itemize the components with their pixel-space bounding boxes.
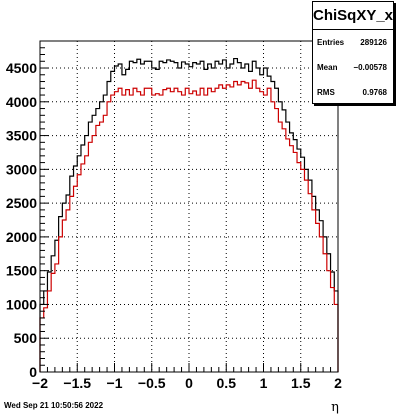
y-tick-label: 2500 <box>6 195 37 211</box>
y-tick-label: 3500 <box>6 128 37 144</box>
x-tick-label: 2 <box>334 375 342 391</box>
x-tick-label: −1.5 <box>63 375 91 391</box>
y-tick-labels: 0 500 1000 1500 2000 2500 3000 3500 4000 4500 <box>6 60 37 380</box>
x-tick-label: 0 <box>185 375 193 391</box>
y-tick-label: 0 <box>29 364 37 380</box>
x-tick-label: −2 <box>32 375 48 391</box>
histogram-series-2 <box>39 79 339 372</box>
stats-row-rms: RMS 0.9768 <box>313 80 393 105</box>
grid-lines <box>40 41 338 372</box>
y-tick-label: 1500 <box>6 263 37 279</box>
histogram-series <box>39 57 339 372</box>
rms-value: 0.9768 <box>362 88 387 97</box>
x-tick-label: 1.5 <box>291 375 311 391</box>
axes <box>39 40 339 373</box>
x-tick-label: 0.5 <box>217 375 237 391</box>
x-tick-label: −1 <box>107 375 123 391</box>
mean-label: Mean <box>317 63 338 72</box>
entries-label: Entries <box>317 38 345 47</box>
x-tick-label: 1 <box>260 375 268 391</box>
mean-value: −0.00578 <box>353 63 387 72</box>
entries-value: 289126 <box>360 38 387 47</box>
stats-title: ChiSqXY_x <box>313 2 393 30</box>
plot-frame-background <box>40 41 338 372</box>
y-tick-label: 2000 <box>6 229 37 245</box>
x-tick-label: −0.5 <box>138 375 166 391</box>
y-tick-label: 3000 <box>6 161 37 177</box>
stats-box: ChiSqXY_x Entries 289126 Mean −0.00578 R… <box>312 1 394 104</box>
x-tick-labels: −2 −1.5 −1 −0.5 0 0.5 1 1.5 2 <box>32 375 342 391</box>
y-tick-label: 4500 <box>6 60 37 76</box>
date-stamp: Wed Sep 21 10:50:56 2022 <box>4 401 104 410</box>
y-tick-label: 1000 <box>6 296 37 312</box>
stats-row-mean: Mean −0.00578 <box>313 55 393 80</box>
rms-label: RMS <box>317 88 335 97</box>
y-tick-label: 500 <box>14 330 38 346</box>
x-axis-label: η <box>331 400 339 414</box>
stats-row-entries: Entries 289126 <box>313 30 393 55</box>
y-tick-label: 4000 <box>6 94 37 110</box>
histogram-series-1 <box>39 57 339 372</box>
